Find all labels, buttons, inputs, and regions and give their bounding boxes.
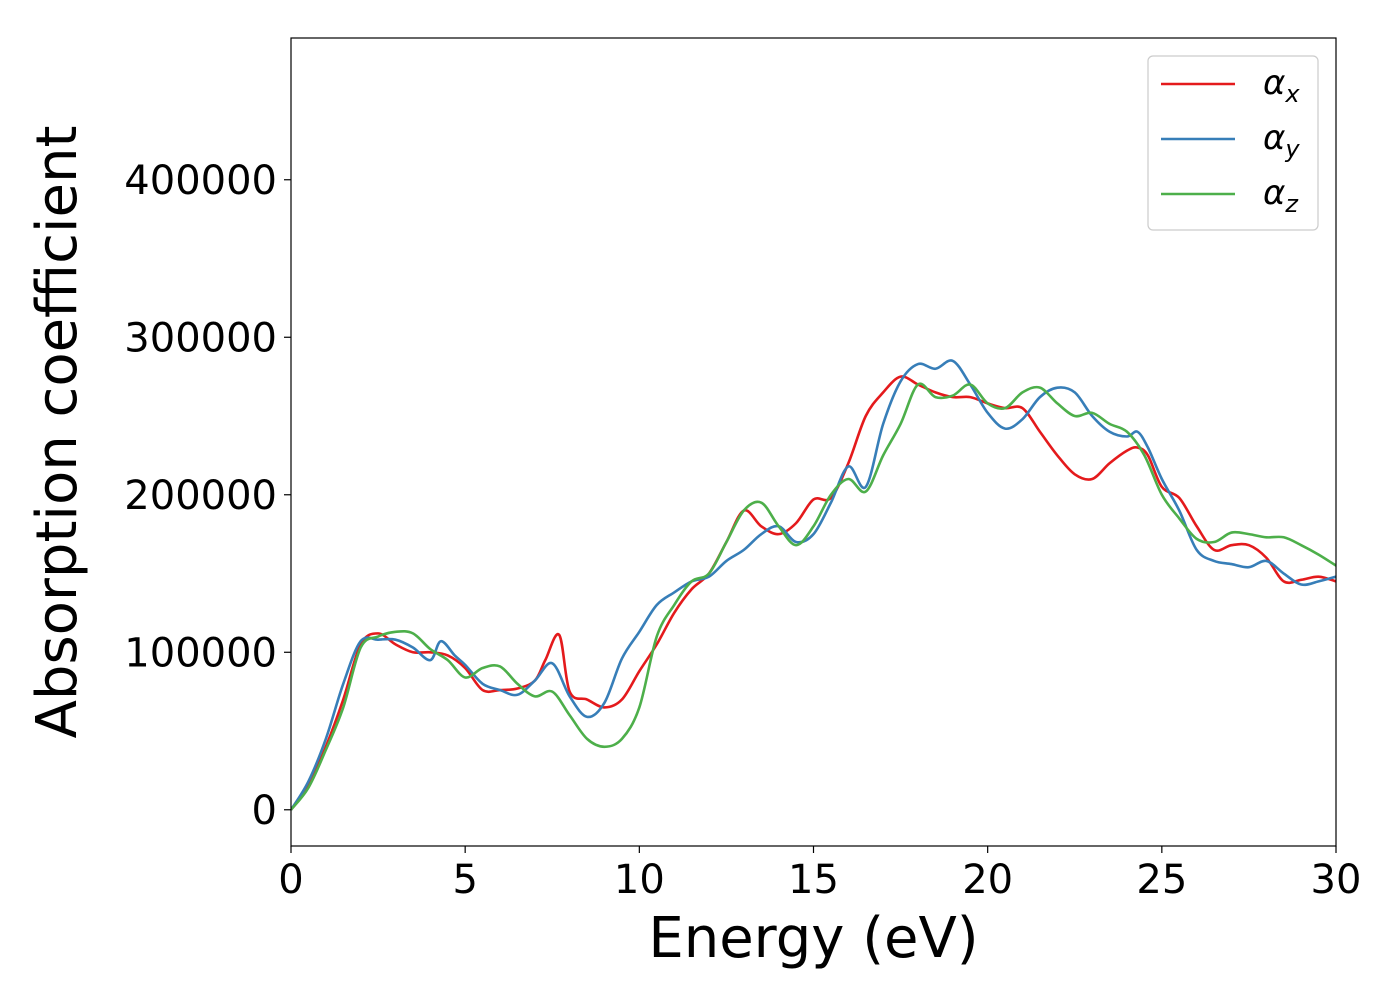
x-tick-label: 10 [614, 857, 665, 903]
legend-item-y: αy [1161, 118, 1300, 163]
series-line-x [291, 375, 1336, 811]
legend-label-main: α [1263, 173, 1285, 213]
x-tick-label: 30 [1311, 857, 1362, 903]
legend-label: αy [1263, 118, 1300, 163]
x-tick-label: 20 [962, 857, 1013, 903]
legend-label-subscript: x [1284, 80, 1300, 108]
legend-label: αx [1263, 63, 1300, 108]
legend-label-main: α [1263, 63, 1285, 103]
y-axis: 0 100000 200000 300000 400000 [124, 158, 291, 834]
legend-label-subscript: z [1284, 190, 1299, 218]
y-tick-label: 100000 [124, 630, 277, 676]
x-axis: 0 5 10 15 20 25 30 [278, 846, 1361, 903]
y-axis-title: Absorption coefficient [25, 126, 90, 739]
legend-label: αz [1263, 173, 1299, 218]
x-tick-label: 5 [452, 857, 477, 903]
legend-item-x: αx [1161, 63, 1300, 108]
x-tick-label: 15 [788, 857, 839, 903]
series-line-y [291, 359, 1336, 811]
legend-label-main: α [1263, 118, 1285, 158]
series-layer [291, 359, 1336, 811]
x-tick-label: 25 [1136, 857, 1187, 903]
y-tick-label: 200000 [124, 473, 277, 519]
x-axis-title: Energy (eV) [648, 906, 978, 971]
legend-label-subscript: y [1284, 135, 1300, 163]
y-tick-label: 0 [252, 788, 277, 834]
y-tick-label: 400000 [124, 158, 277, 204]
series-line-z [291, 382, 1336, 811]
x-tick-label: 0 [278, 857, 303, 903]
legend-box [1147, 55, 1319, 231]
y-tick-label: 300000 [124, 315, 277, 361]
legend-item-z: αz [1161, 173, 1299, 218]
